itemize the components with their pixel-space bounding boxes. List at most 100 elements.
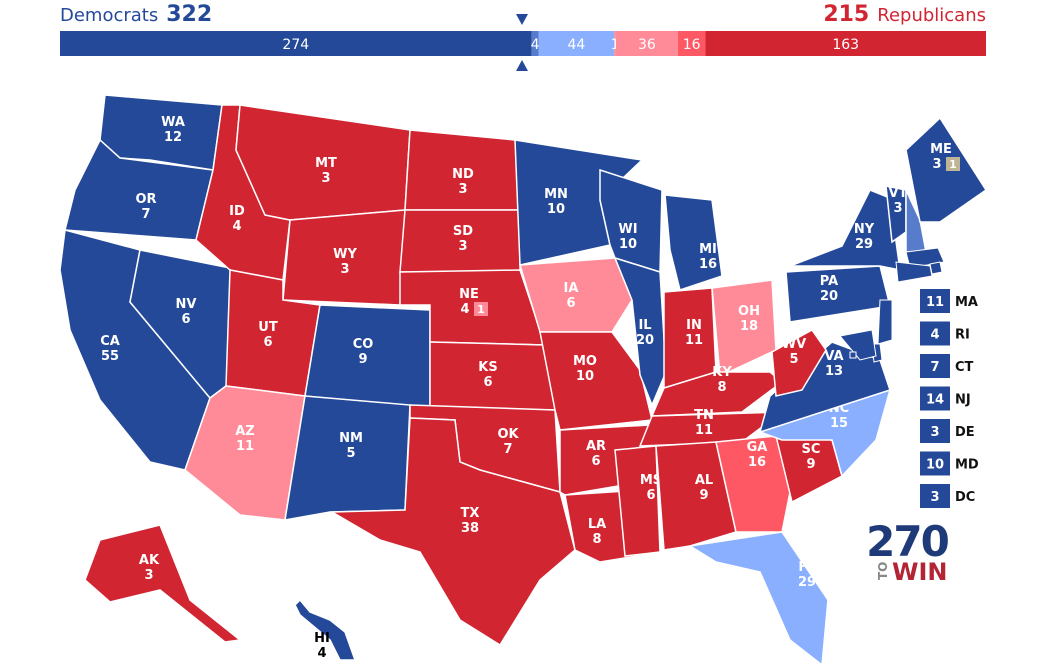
state-abbr: FL — [798, 560, 815, 575]
rep-side: 215 Republicans — [815, 2, 986, 27]
state-ev: 3 — [458, 239, 467, 254]
side-ev: 11 — [926, 295, 944, 310]
side-abbr: RI — [955, 328, 970, 343]
bar-segment — [531, 31, 539, 56]
state-ev: 29 — [798, 575, 816, 590]
state-abbr: NV — [176, 297, 197, 312]
side-ev: 7 — [930, 360, 939, 375]
state-abbr: WV — [782, 337, 806, 352]
state-ev: 6 — [566, 296, 575, 311]
side-ev: 10 — [926, 458, 944, 473]
state-abbr: ND — [452, 167, 474, 182]
bar-segment — [614, 31, 616, 56]
side-box — [920, 289, 950, 313]
logo-number: 270 — [866, 517, 948, 566]
dem-total: 322 — [166, 2, 213, 27]
state-ev: 6 — [263, 335, 272, 350]
state-ev: 4 — [232, 219, 241, 234]
state-abbr: AK — [139, 553, 160, 568]
bar-label: 4 — [531, 37, 540, 53]
state-ev: 3 — [932, 157, 941, 172]
state-abbr: ID — [229, 204, 245, 219]
logo-win: WIN — [892, 558, 948, 586]
split-box — [474, 302, 488, 316]
bar-label: 36 — [638, 37, 656, 53]
state — [664, 194, 723, 291]
side-abbr: MD — [955, 458, 979, 473]
state-abbr: MI — [699, 242, 717, 257]
state-abbr: OR — [135, 192, 156, 207]
bar-segment — [538, 31, 615, 56]
state-ev: 20 — [820, 289, 838, 304]
state-ev: 11 — [695, 423, 713, 438]
state — [329, 417, 576, 647]
state-ev: 8 — [717, 380, 726, 395]
state-abbr: IN — [686, 318, 702, 333]
state-ev: 29 — [855, 237, 873, 252]
state-ev: 3 — [321, 171, 330, 186]
small-state — [849, 351, 857, 359]
state — [599, 168, 663, 274]
bar-label: 1 — [611, 37, 620, 53]
state-abbr: OK — [497, 427, 519, 442]
state-abbr: VA — [824, 349, 843, 364]
state — [687, 531, 829, 667]
side-box — [920, 386, 950, 411]
bar-segment — [705, 31, 986, 56]
state-abbr: NM — [339, 431, 363, 446]
bar-label: 163 — [832, 37, 859, 53]
state-abbr: OH — [738, 304, 760, 319]
state-ev: 18 — [740, 319, 758, 334]
side-ev: 3 — [930, 425, 939, 440]
state-abbr: KS — [478, 360, 497, 375]
state-ev: 13 — [825, 364, 843, 379]
state-abbr: TX — [461, 506, 480, 521]
state-ev: 9 — [699, 488, 708, 503]
state-ev: 5 — [789, 352, 798, 367]
small-state — [877, 299, 893, 345]
bar-label: 44 — [567, 37, 585, 53]
state-ev: 7 — [141, 207, 150, 222]
rep-total: 215 — [823, 2, 870, 27]
state-ev: 4 — [317, 646, 326, 661]
split-ev: 1 — [949, 158, 957, 171]
side-ev: 3 — [930, 490, 939, 505]
state — [789, 189, 901, 271]
side-box — [920, 451, 950, 476]
state-abbr: AZ — [235, 424, 255, 439]
state-ev: 6 — [646, 488, 655, 503]
state-abbr: NY — [854, 222, 875, 237]
state-abbr: MN — [544, 187, 568, 202]
state-abbr: IA — [564, 281, 579, 296]
state-ev: 6 — [483, 375, 492, 390]
state-ev: 12 — [164, 130, 182, 145]
state-ev: 16 — [748, 455, 766, 470]
rep-label: Republicans — [877, 5, 986, 26]
state-ev: 6 — [181, 312, 190, 327]
state-abbr: KY — [712, 365, 732, 380]
bar-segment — [677, 31, 706, 56]
state-abbr: MO — [573, 354, 597, 369]
state — [655, 441, 737, 551]
side-abbr: MA — [955, 295, 978, 310]
side-abbr: DC — [955, 490, 975, 505]
state — [294, 598, 357, 661]
state-abbr: SC — [802, 442, 821, 457]
state-ev: 11 — [685, 333, 703, 348]
state-abbr: VT — [889, 186, 908, 201]
state-abbr: WA — [161, 115, 185, 130]
state — [84, 524, 242, 643]
state-ev: 20 — [636, 333, 654, 348]
state-abbr: NE — [459, 287, 479, 302]
side-abbr: DE — [955, 425, 975, 440]
state — [519, 257, 633, 333]
state-abbr: LA — [588, 517, 606, 532]
state-ev: 10 — [619, 237, 637, 252]
header: Democrats 322 215 Republicans — [60, 2, 986, 30]
state-abbr: MS — [640, 473, 662, 488]
state-ev: 3 — [458, 182, 467, 197]
state-ev: 9 — [358, 352, 367, 367]
state-ev: 11 — [236, 439, 254, 454]
state-ev: 7 — [503, 442, 512, 457]
marker-270-bottom — [516, 60, 528, 71]
